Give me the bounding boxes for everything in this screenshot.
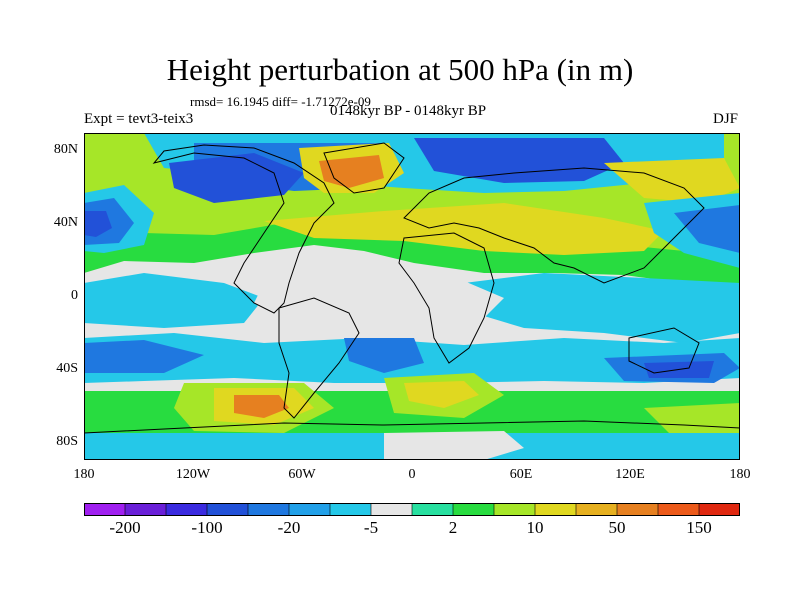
coast-antarctica <box>84 420 740 434</box>
colorbar-label: -5 <box>363 518 379 537</box>
colorbar-cell <box>288 503 331 516</box>
pacific-ridge <box>604 158 740 203</box>
canada-low <box>169 153 304 203</box>
southern-mid-blue <box>84 340 204 373</box>
lat-label-80s: 80S <box>56 434 78 449</box>
colorbar-cell <box>493 503 536 516</box>
colorbar-cell <box>452 503 495 516</box>
west-pacific-low-core <box>84 211 112 237</box>
equatorial-neutral <box>254 281 504 333</box>
map-frame <box>84 133 740 460</box>
colorbar-label: 50 <box>608 518 626 537</box>
lon-label-0: 0 <box>408 467 416 482</box>
eurasian-ridge <box>264 203 664 255</box>
colorbar-cell <box>575 503 618 516</box>
colorbar-cell <box>165 503 208 516</box>
east-asia-low <box>674 205 740 253</box>
colorbar <box>84 503 740 516</box>
colorbar-label: -100 <box>191 518 223 537</box>
coast-greenland <box>323 142 405 194</box>
lat-label-eq: 0 <box>71 288 78 303</box>
colorbar-cell <box>698 503 740 516</box>
colorbar-cell <box>616 503 659 516</box>
period-label: 0148kyr BP - 0148kyr BP <box>329 103 487 119</box>
lat-label-80n: 80N <box>53 142 78 157</box>
lon-label-120w: 120W <box>175 467 211 482</box>
colorbar-label: -20 <box>277 518 301 537</box>
colorbar-frame <box>84 503 740 516</box>
lon-label-180e: 180 <box>729 467 751 482</box>
coast-africa <box>398 232 495 364</box>
lat-label-40s: 40S <box>56 361 78 376</box>
siberian-low <box>414 138 624 183</box>
lon-label-60e: 60E <box>509 467 533 482</box>
chart-title: Height perturbation at 500 hPa (in m) <box>166 52 634 87</box>
tropical-band-east <box>464 273 740 343</box>
lat-label-40n: 40N <box>53 215 78 230</box>
coast-south-america <box>278 297 360 419</box>
colorbar-cell <box>370 503 413 516</box>
colorbar-cells <box>84 503 740 516</box>
colorbar-cell <box>124 503 167 516</box>
colorbar-cell <box>329 503 372 516</box>
colorbar-cell <box>247 503 290 516</box>
coast-north-america <box>152 144 335 314</box>
colorbar-cell <box>84 503 126 516</box>
south-american-high-core <box>234 395 289 418</box>
lon-label-60w: 60W <box>288 467 316 482</box>
colorbar-cell <box>534 503 577 516</box>
coast-australia <box>628 327 700 374</box>
antarctic-neutral <box>384 431 524 460</box>
greenland-high-core <box>319 155 384 188</box>
contour-fill <box>84 133 740 460</box>
lon-label-120e: 120E <box>615 467 645 482</box>
coast-eurasia <box>403 167 705 284</box>
experiment-label: Expt = tevt3-teix3 <box>84 111 194 127</box>
colorbar-label: 2 <box>448 518 458 537</box>
colorbar-cell <box>657 503 700 516</box>
colorbar-label: 150 <box>686 518 712 537</box>
colorbar-label: 10 <box>526 518 544 537</box>
colorbar-cell <box>411 503 454 516</box>
season-label: DJF <box>712 111 738 127</box>
lon-label-180w: 180 <box>73 467 95 482</box>
south-indian-high <box>404 381 479 408</box>
colorbar-label: -200 <box>109 518 141 537</box>
south-east-high <box>644 403 740 438</box>
south-atlantic-low <box>344 338 424 373</box>
stats-line: rmsd= 16.1945 diff= -1.71272e-09 <box>190 94 371 109</box>
tropical-band-west <box>84 273 264 328</box>
coastlines <box>84 142 740 434</box>
height-perturbation-map <box>84 133 740 460</box>
colorbar-cell <box>206 503 249 516</box>
